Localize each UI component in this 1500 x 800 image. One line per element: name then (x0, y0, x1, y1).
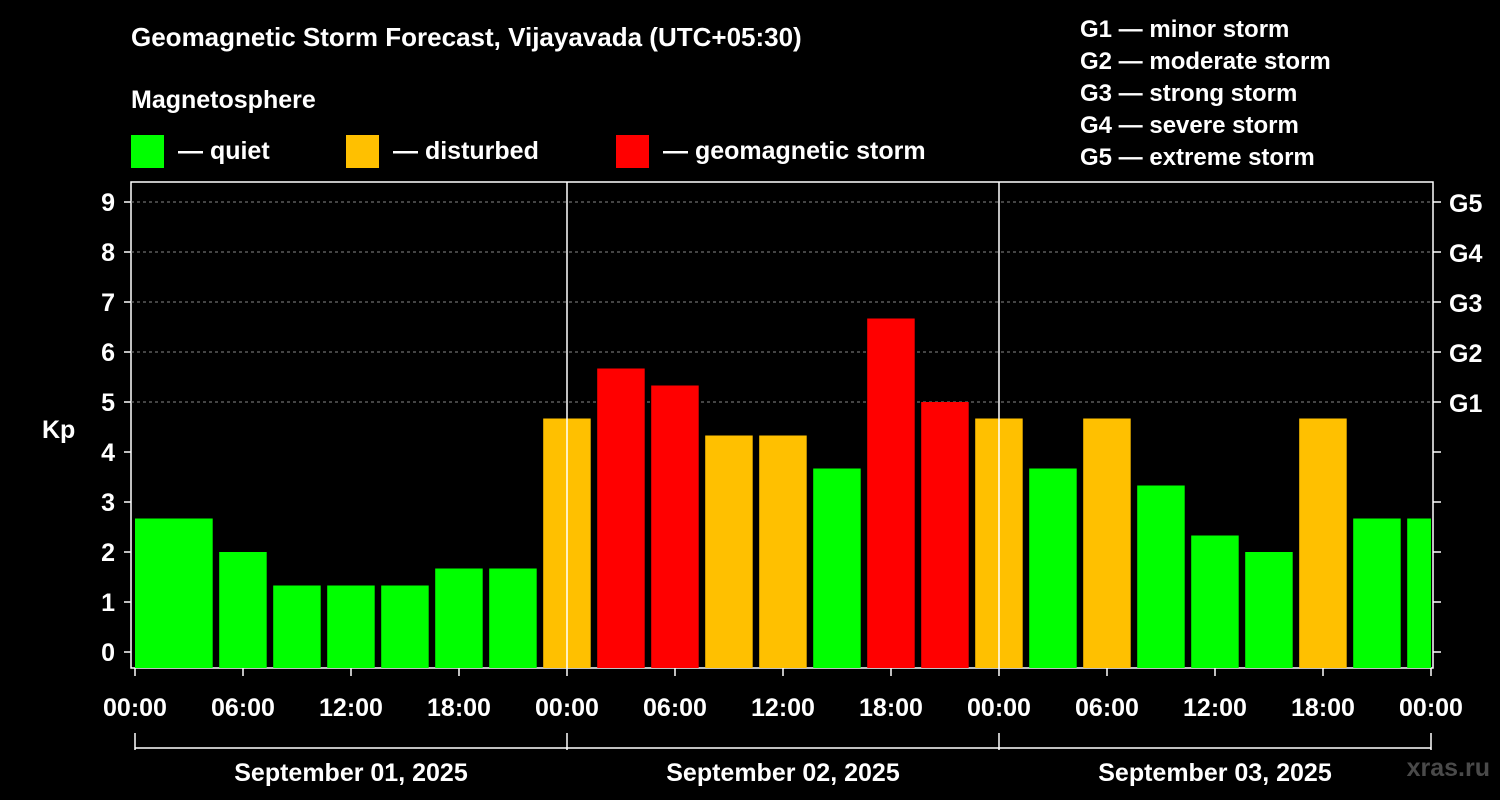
day-label: September 02, 2025 (666, 759, 900, 787)
kp-bar (1029, 468, 1077, 668)
g-scale-item: G5 — extreme storm (1080, 144, 1315, 171)
y-tick-label: 9 (101, 189, 115, 217)
kp-bar (1245, 552, 1293, 668)
kp-bar (219, 552, 267, 668)
y-axis-label: Kp (42, 416, 75, 444)
kp-bar (1299, 418, 1347, 668)
y-tick-label: 0 (101, 639, 115, 667)
x-tick-label: 12:00 (1183, 694, 1247, 722)
day-label: September 01, 2025 (234, 759, 468, 787)
kp-bar (273, 585, 321, 668)
legend-storm: — geomagnetic storm (616, 134, 926, 168)
kp-bar (1353, 518, 1401, 668)
g-scale-label: G3 (1449, 290, 1482, 318)
g-scale-label: G5 (1449, 190, 1482, 218)
x-tick-label: 06:00 (643, 694, 707, 722)
kp-bar (921, 402, 969, 668)
y-tick-label: 8 (101, 239, 115, 267)
y-tick-label: 7 (101, 289, 115, 317)
x-tick-label: 00:00 (535, 694, 599, 722)
legend-disturbed-label: — disturbed (393, 136, 539, 165)
y-tick-label: 4 (101, 439, 115, 467)
x-tick-label: 00:00 (967, 694, 1031, 722)
kp-bar (651, 385, 699, 668)
x-tick-label: 06:00 (1075, 694, 1139, 722)
x-tick-label: 00:00 (1399, 694, 1463, 722)
g-scale-item: G1 — minor storm (1080, 16, 1290, 43)
g-scale-label: G2 (1449, 340, 1482, 368)
legend-quiet-label: — quiet (178, 136, 270, 165)
legend-quiet-swatch (131, 134, 164, 168)
kp-bar (327, 585, 375, 668)
kp-bar (1407, 518, 1431, 668)
legend-disturbed: — disturbed (346, 134, 539, 168)
g-scale-item: G2 — moderate storm (1080, 48, 1331, 75)
kp-bar (759, 435, 807, 668)
g-scale-item: G4 — severe storm (1080, 112, 1299, 139)
day-label: September 03, 2025 (1098, 759, 1332, 787)
kp-bar (435, 568, 483, 668)
g-scale-label: G4 (1449, 240, 1482, 268)
kp-bar (489, 568, 537, 668)
y-tick-label: 3 (101, 489, 115, 517)
legend-heading: Magnetosphere (131, 86, 316, 114)
kp-bar (1083, 418, 1131, 668)
watermark: xras.ru (1406, 754, 1490, 782)
g-scale-legend: G1 — minor storm G2 — moderate storm G3 … (1080, 14, 1331, 174)
legend-quiet: — quiet (131, 134, 270, 168)
legend-storm-swatch (616, 134, 649, 168)
x-tick-label: 12:00 (751, 694, 815, 722)
kp-bar (1191, 535, 1239, 668)
kp-bar (381, 585, 429, 668)
kp-bar (813, 468, 861, 668)
x-tick-label: 06:00 (211, 694, 275, 722)
y-tick-label: 2 (101, 539, 115, 567)
x-tick-label: 18:00 (859, 694, 923, 722)
y-tick-label: 5 (101, 389, 115, 417)
x-tick-label: 12:00 (319, 694, 383, 722)
x-tick-label: 18:00 (1291, 694, 1355, 722)
legend-storm-label: — geomagnetic storm (663, 136, 926, 165)
kp-bar (867, 318, 915, 668)
g-scale-item: G3 — strong storm (1080, 80, 1298, 107)
kp-bar (597, 368, 645, 668)
kp-bar (705, 435, 753, 668)
kp-bar (165, 518, 213, 668)
x-tick-label: 18:00 (427, 694, 491, 722)
chart-title: Geomagnetic Storm Forecast, Vijayavada (… (131, 22, 802, 52)
y-tick-label: 6 (101, 339, 115, 367)
x-tick-label: 00:00 (103, 694, 167, 722)
legend-disturbed-swatch (346, 134, 379, 168)
kp-bar (1137, 485, 1185, 668)
y-tick-label: 1 (101, 589, 115, 617)
g-scale-label: G1 (1449, 390, 1482, 418)
